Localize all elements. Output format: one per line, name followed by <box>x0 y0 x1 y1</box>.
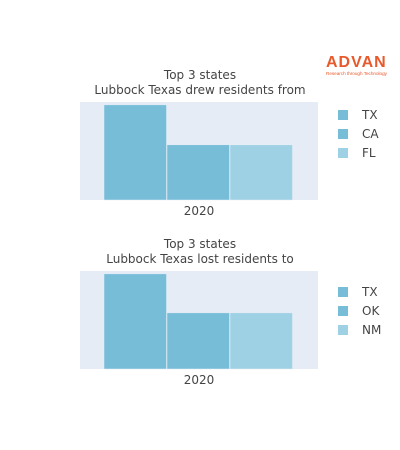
chart-1-title-line-1: Top 3 states <box>163 68 237 82</box>
chart-1-legend: TX CA FL <box>338 105 379 162</box>
chart-1-plot: 2020 <box>80 102 318 218</box>
bar-ca[interactable] <box>166 144 230 201</box>
legend-label-ca: CA <box>362 126 379 141</box>
advan-logo: ADVAN Research through Technology <box>326 54 396 77</box>
bar-tx[interactable] <box>103 104 167 201</box>
chart-2-title: Top 3 states Lubbock Texas lost resident… <box>70 237 330 267</box>
bar-fl[interactable] <box>229 144 293 201</box>
legend-item-tx[interactable]: TX <box>338 105 379 124</box>
legend-label-tx: TX <box>362 107 378 122</box>
legend-item-ok[interactable]: OK <box>338 301 381 320</box>
legend-label-ok: OK <box>362 303 380 318</box>
bar-tx[interactable] <box>103 273 167 370</box>
chart-2-title-line-1: Top 3 states <box>163 237 237 251</box>
legend-item-fl[interactable]: FL <box>338 143 379 162</box>
legend-swatch-fl <box>338 147 348 158</box>
chart-1-title: Top 3 states Lubbock Texas drew resident… <box>70 68 330 98</box>
legend-swatch-ca <box>338 128 348 139</box>
x-tick-label: 2020 <box>184 204 215 218</box>
legend-swatch-tx <box>338 286 348 297</box>
bar-ok[interactable] <box>166 312 230 370</box>
chart-1-title-line-2: Lubbock Texas drew residents from <box>94 83 306 97</box>
logo-wordmark: ADVAN <box>326 54 387 71</box>
legend-swatch-nm <box>338 324 348 335</box>
legend-item-ca[interactable]: CA <box>338 124 379 143</box>
bar-nm[interactable] <box>229 312 293 370</box>
legend-swatch-ok <box>338 305 348 316</box>
legend-label-fl: FL <box>362 145 376 160</box>
x-tick-label: 2020 <box>184 373 215 387</box>
legend-label-tx: TX <box>362 284 378 299</box>
logo-tagline: Research through Technology <box>326 71 387 76</box>
legend-item-tx[interactable]: TX <box>338 282 381 301</box>
legend-swatch-tx <box>338 109 348 120</box>
chart-2-title-line-2: Lubbock Texas lost residents to <box>106 252 294 266</box>
legend-label-nm: NM <box>362 322 382 337</box>
legend-item-nm[interactable]: NM <box>338 320 381 339</box>
chart-2-plot: 2020 <box>80 271 318 387</box>
chart-2-legend: TX OK NM <box>338 282 381 339</box>
